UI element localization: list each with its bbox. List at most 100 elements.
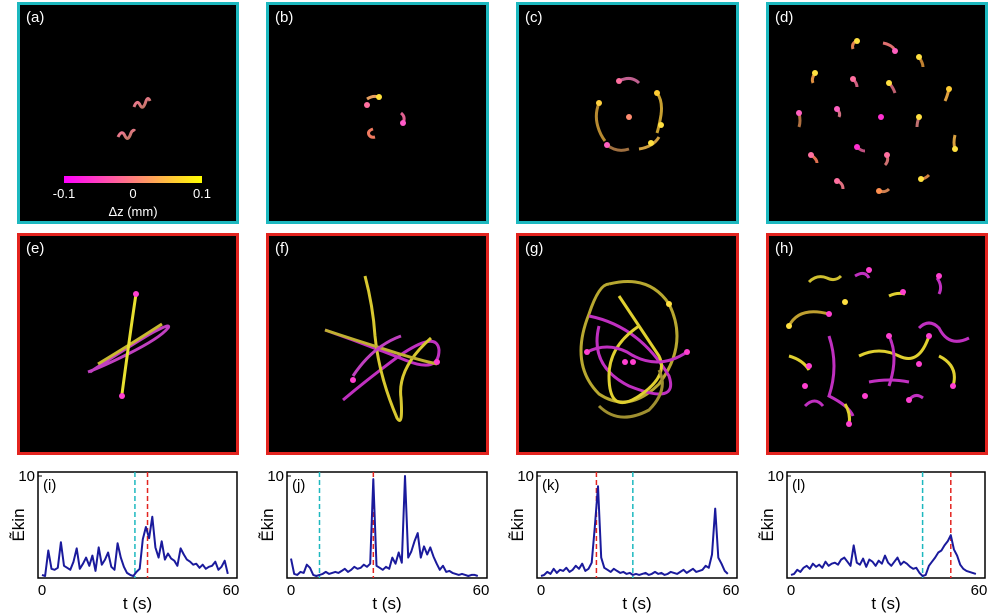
particle xyxy=(119,393,125,399)
particle xyxy=(808,152,814,158)
y-axis-label: Ẽkin xyxy=(758,508,777,541)
trajectory xyxy=(827,335,855,417)
trajectory xyxy=(606,143,630,152)
chart-svg: 10 0 60 t (s) Ẽkin (l) xyxy=(758,468,988,613)
x-axis-label: t (s) xyxy=(622,594,651,613)
x-axis-label: t (s) xyxy=(372,594,401,613)
x-axis-label: t (s) xyxy=(123,594,152,613)
trajectory xyxy=(807,274,843,284)
chart-svg: 10 0 60 t (s) Ẽkin (i) xyxy=(9,468,240,613)
particle xyxy=(658,122,664,128)
particle xyxy=(892,48,898,54)
panel-label: (f) xyxy=(275,240,290,257)
y-tick-label: 10 xyxy=(517,468,534,485)
trajectory xyxy=(594,102,607,142)
particle xyxy=(906,397,912,403)
trajectory xyxy=(586,345,688,364)
colorbar-tick: 0.1 xyxy=(193,186,211,201)
particle xyxy=(684,349,690,355)
panel-label: (g) xyxy=(525,240,544,257)
trajectory-plot-c xyxy=(594,76,664,152)
particle xyxy=(616,78,622,84)
panel-label: (b) xyxy=(275,9,294,26)
particle xyxy=(626,114,632,120)
y-axis-label: Ẽkin xyxy=(508,508,527,541)
series-line xyxy=(290,475,479,577)
trajectory-plot-a: -0.1 0 0.1 Δz (mm) xyxy=(53,97,211,219)
x-tick-label: 0 xyxy=(38,582,46,599)
panel-label: (a) xyxy=(26,9,45,26)
x-tick-label: 0 xyxy=(537,582,545,599)
panel-d: (d) xyxy=(766,2,988,224)
trajectory xyxy=(120,293,138,395)
particle xyxy=(350,377,356,383)
trajectory xyxy=(597,369,664,419)
timeseries-i: 10 0 60 t (s) Ẽkin (i) xyxy=(0,466,249,613)
chart-svg: 10 0 60 t (s) Ẽkin (j) xyxy=(258,468,490,613)
particle xyxy=(866,267,872,273)
particle xyxy=(806,363,812,369)
trajectory-plot-g xyxy=(579,280,690,419)
trajectory xyxy=(935,277,943,295)
particle xyxy=(812,70,818,76)
particle xyxy=(596,100,602,106)
particle xyxy=(950,383,956,389)
particle xyxy=(826,311,832,317)
colorbar xyxy=(64,176,202,183)
particle xyxy=(854,38,860,44)
particle xyxy=(654,90,660,96)
series-line xyxy=(540,485,729,577)
y-axis-label: Ẽkin xyxy=(258,508,277,541)
panel-h: (h) xyxy=(766,233,988,455)
timeseries-j: 10 0 60 t (s) Ẽkin (j) xyxy=(249,466,499,613)
particle xyxy=(916,361,922,367)
trajectory xyxy=(843,403,851,425)
trajectory-plot-h xyxy=(786,267,970,427)
x-tick-label: 60 xyxy=(723,582,740,599)
trajectory xyxy=(887,335,896,387)
trajectory-plot-f xyxy=(324,275,441,422)
particle xyxy=(802,383,808,389)
particle xyxy=(916,54,922,60)
particle xyxy=(434,359,440,365)
panel-label: (h) xyxy=(775,240,794,257)
plot-frame xyxy=(536,471,738,579)
particle xyxy=(886,333,892,339)
panel-label: (l) xyxy=(792,477,805,494)
trajectory xyxy=(858,335,931,360)
panel-label: (c) xyxy=(525,9,543,26)
particle xyxy=(926,333,932,339)
plot-frame xyxy=(37,471,238,579)
trajectory xyxy=(655,92,663,134)
x-tick-label: 60 xyxy=(971,582,988,599)
particle xyxy=(936,273,942,279)
particle xyxy=(878,114,884,120)
x-tick-label: 0 xyxy=(787,582,795,599)
x-tick-label: 60 xyxy=(223,582,240,599)
trajectory xyxy=(618,76,641,85)
panel-label: (e) xyxy=(26,240,45,257)
x-axis-label: t (s) xyxy=(871,594,900,613)
trajectory xyxy=(132,97,152,109)
y-tick-label: 10 xyxy=(767,468,784,485)
trajectory xyxy=(363,275,432,422)
particle xyxy=(796,110,802,116)
particle xyxy=(952,146,958,152)
trajectory xyxy=(351,334,402,377)
trajectory xyxy=(803,399,825,408)
panel-c: (c) xyxy=(516,2,739,224)
trajectory xyxy=(367,127,376,139)
trajectory xyxy=(607,295,663,405)
particle xyxy=(850,76,856,82)
y-axis-label: Ẽkin xyxy=(9,508,28,541)
y-tick-label: 10 xyxy=(18,468,35,485)
panel-b: (b) xyxy=(266,2,489,224)
particle xyxy=(862,393,868,399)
colorbar-label: Δz (mm) xyxy=(108,204,157,219)
particle xyxy=(133,291,139,297)
trajectory xyxy=(788,354,811,371)
particle xyxy=(786,323,792,329)
x-tick-label: 60 xyxy=(473,582,490,599)
particle xyxy=(916,114,922,120)
particle xyxy=(900,289,906,295)
